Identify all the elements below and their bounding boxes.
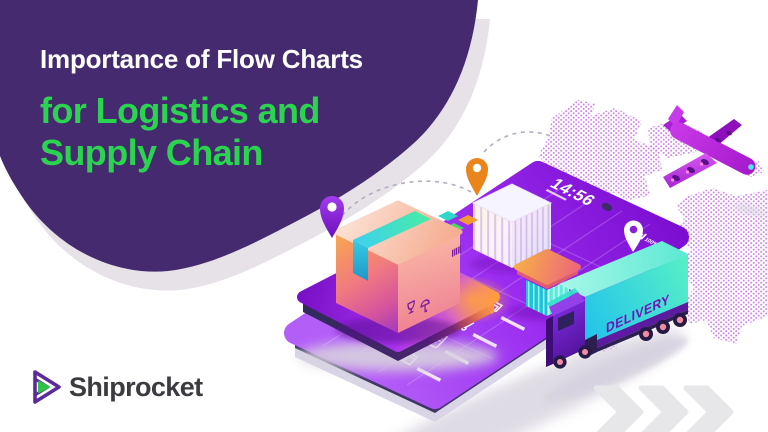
title-line-3: Supply Chain [40, 132, 263, 173]
shiprocket-logo: Shiprocket [26, 366, 203, 408]
box-tape-flap [353, 240, 368, 281]
logo-wordmark: Shiprocket [69, 371, 203, 402]
hero-title-block: Importance of Flow Charts for Logistics … [40, 44, 363, 174]
truck-wheels-rear [639, 313, 687, 341]
umbrella-icon [420, 299, 430, 313]
route-dashed-arc [336, 131, 554, 223]
fragile-icon [407, 300, 415, 315]
barcode-icon [452, 245, 461, 257]
hero-blob-shape [0, 0, 478, 272]
shiprocket-logo-icon [33, 370, 61, 404]
title-line-2: for Logistics and [40, 90, 320, 131]
battery-percent-text: 100% [643, 237, 660, 248]
box-tape-strip [353, 211, 431, 248]
location-pin-purple [320, 196, 344, 238]
title-line-1: Importance of Flow Charts [40, 44, 363, 74]
truck-cab [546, 288, 592, 369]
airplane-icon [663, 105, 767, 216]
location-pin-white [624, 220, 643, 252]
phone-camera-dot [601, 202, 613, 212]
chevron-arrows [593, 385, 734, 432]
delivery-truck: DELIVERY ONLINE [544, 241, 688, 403]
location-pin-orange [466, 158, 488, 196]
package-box [333, 200, 463, 333]
